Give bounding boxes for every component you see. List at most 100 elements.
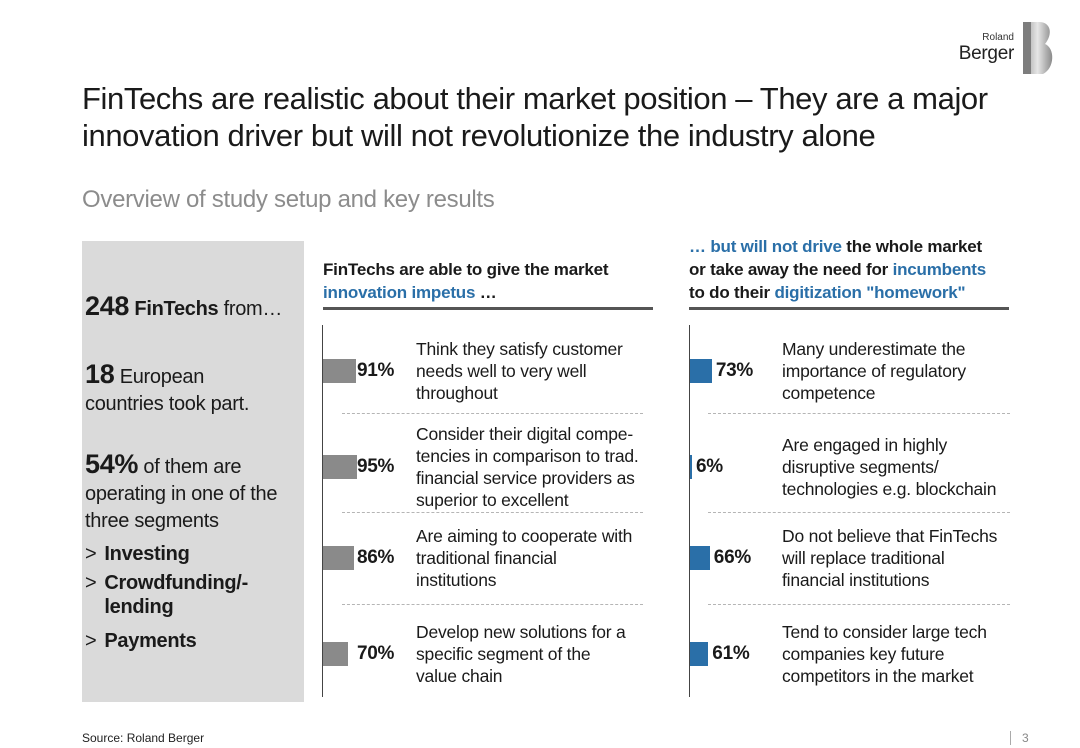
category-label-line: competence xyxy=(782,383,876,403)
category-label-line: throughout xyxy=(416,383,498,403)
category-label-line: will replace traditional xyxy=(782,548,945,568)
right-chart-bar xyxy=(690,455,692,479)
category-label-line: tencies in comparison to trad. xyxy=(416,446,639,466)
fintech-count-rest: from… xyxy=(218,298,283,320)
right-chart-category-label: Many underestimate the importance of regu… xyxy=(782,338,1014,404)
roland-berger-logo: Roland Berger xyxy=(945,20,1057,78)
segment-item-payments: > Payments xyxy=(85,629,197,653)
left-chart-bar xyxy=(323,359,356,383)
category-label-line: Are aiming to cooperate with xyxy=(416,526,633,546)
right-chart-category-label: Are engaged in highly disruptive segments… xyxy=(782,434,1014,500)
right-chart-value-label: 66% xyxy=(713,547,751,568)
right-chart-category-label: Tend to consider large tech companies key… xyxy=(782,621,1014,687)
right-heading-blue1: … but will not drive xyxy=(689,237,842,256)
category-label-line: competitors in the market xyxy=(782,666,974,686)
country-count-rest-b: countries took part. xyxy=(85,393,250,415)
left-chart-value-label: 86% xyxy=(357,547,395,568)
right-chart-value-label: 73% xyxy=(715,360,754,381)
right-heading-line2a: or take away the need for xyxy=(689,260,893,279)
bullet-icon: > xyxy=(85,630,97,652)
left-chart-value-label: 95% xyxy=(357,456,395,477)
right-row-divider xyxy=(708,604,1010,605)
left-chart-category-label: Are aiming to cooperate with traditional … xyxy=(416,525,648,591)
left-chart-category-label: Think they satisfy customer needs well to… xyxy=(416,338,648,404)
logo-line2: Berger xyxy=(958,43,1015,64)
right-heading-blue3: digitization "homework" xyxy=(774,283,966,302)
category-label-line: Many underestimate the xyxy=(782,339,966,359)
segment-label: Payments xyxy=(104,630,197,652)
page-subtitle: Overview of study setup and key results xyxy=(82,186,495,213)
country-count-statement: 18 European countries took part. xyxy=(85,361,300,418)
category-label-line: specific segment of the xyxy=(416,644,591,664)
logo-b-mark-icon xyxy=(1023,22,1053,74)
right-chart-axis xyxy=(689,325,690,697)
segment-share-rest-b: operating in one of the three segments xyxy=(85,483,278,532)
left-chart-category-label: Consider their digital compe-tencies in … xyxy=(416,423,648,511)
right-chart-heading: … but will not drive the whole market or… xyxy=(689,235,1019,304)
category-label-line: Think they satisfy customer xyxy=(416,339,623,359)
left-chart-bar xyxy=(323,546,354,570)
left-row-divider xyxy=(342,604,643,605)
category-label-line: disruptive segments/ xyxy=(782,457,939,477)
right-chart-value-label: 61% xyxy=(712,643,750,664)
fintech-count: 248 xyxy=(85,291,130,321)
category-label-line: importance of regulatory xyxy=(782,361,966,381)
country-count-rest-a: European xyxy=(114,366,205,388)
bullet-icon: > xyxy=(85,543,97,565)
left-chart-heading: FinTechs are able to give the market inn… xyxy=(323,258,653,304)
left-heading-rule xyxy=(323,307,653,310)
left-row-divider xyxy=(342,512,643,513)
category-label-line: value chain xyxy=(416,666,503,686)
fintech-count-statement: 248 FinTechs from… xyxy=(85,293,300,323)
page-title: FinTechs are realistic about their marke… xyxy=(82,81,988,153)
country-count: 18 xyxy=(85,359,115,389)
left-chart-category-label: Develop new solutions for a specific segm… xyxy=(416,621,648,687)
category-label-line: Are engaged in highly xyxy=(782,435,948,455)
category-label-line: Tend to consider large tech xyxy=(782,622,987,642)
category-label-line: technologies e.g. blockchain xyxy=(782,479,997,499)
study-setup-panel: 248 FinTechs from… 18 European countries… xyxy=(82,241,304,702)
right-row-divider xyxy=(708,512,1010,513)
page-number-divider xyxy=(1010,731,1011,745)
segment-share: 54% xyxy=(85,449,139,479)
category-label-line: institutions xyxy=(416,570,497,590)
logo-line1: Roland xyxy=(982,32,1014,43)
segment-label: Crowdfunding/-lending xyxy=(104,572,248,618)
right-row-divider xyxy=(708,413,1010,414)
segment-share-rest-a: of them are xyxy=(138,456,242,478)
left-heading-blue: innovation impetus xyxy=(323,283,476,302)
page-number: 3 xyxy=(1022,731,1029,745)
left-chart-value-label: 91% xyxy=(357,360,395,381)
fintech-count-label: FinTechs xyxy=(134,298,219,320)
right-chart-bar xyxy=(690,359,712,383)
right-heading-blue2: incumbents xyxy=(892,260,987,279)
right-chart-value-label: 6% xyxy=(696,456,723,477)
source-note: Source: Roland Berger xyxy=(82,731,205,745)
left-chart-bar xyxy=(323,642,349,666)
right-heading-rest1: the whole market xyxy=(841,237,982,256)
category-label-line: Consider their digital compe- xyxy=(416,424,633,444)
right-heading-rule xyxy=(689,307,1009,310)
segment-item-investing: > Investing xyxy=(85,542,190,566)
category-label-line: companies key future xyxy=(782,644,945,664)
category-label-line: Do not believe that FinTechs xyxy=(782,526,998,546)
segment-label: Investing xyxy=(104,543,190,565)
category-label-line: financial institutions xyxy=(782,570,930,590)
left-heading-tail: … xyxy=(475,283,497,302)
category-label-line: Develop new solutions for a xyxy=(416,622,626,642)
category-label-line: traditional financial xyxy=(416,548,557,568)
bullet-icon: > xyxy=(85,572,97,594)
category-label-line: needs well to very well xyxy=(416,361,587,381)
left-chart-axis xyxy=(322,325,323,697)
right-chart-bar xyxy=(690,546,710,570)
right-chart-category-label: Do not believe that FinTechs will replace… xyxy=(782,525,1014,591)
left-row-divider xyxy=(342,413,643,414)
segment-item-crowdfunding: > Crowdfunding/-lending xyxy=(85,571,285,619)
right-heading-line3a: to do their xyxy=(689,283,775,302)
right-chart-bar xyxy=(690,642,709,666)
left-chart-bar xyxy=(323,455,358,479)
category-label-line: superior to excellent xyxy=(416,490,569,510)
segment-share-statement: 54% of them are operating in one of the … xyxy=(85,451,300,535)
left-heading-line1: FinTechs are able to give the market xyxy=(323,260,609,279)
category-label-line: financial service providers as xyxy=(416,468,635,488)
